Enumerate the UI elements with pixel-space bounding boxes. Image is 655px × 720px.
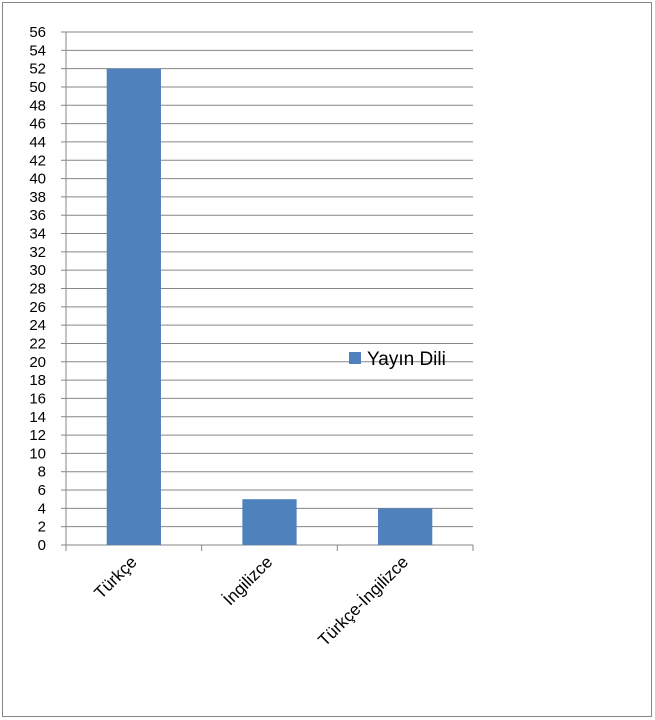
x-tick-label: Türkçe bbox=[90, 552, 140, 602]
x-tick-labels: Türkçe İngilizce Türkçe-İngilizce bbox=[90, 552, 412, 650]
y-tick-label: 26 bbox=[29, 299, 46, 316]
bar-2 bbox=[378, 508, 433, 545]
legend: Yayın Dili bbox=[349, 349, 446, 370]
bar-1 bbox=[242, 499, 297, 545]
legend-label-yayin-dili: Yayın Dili bbox=[367, 349, 446, 370]
y-tick-label: 24 bbox=[29, 317, 46, 334]
y-tick-label: 40 bbox=[29, 171, 46, 188]
y-tick-label: 36 bbox=[29, 207, 46, 224]
y-tick-label: 20 bbox=[29, 354, 46, 371]
y-tick-label: 52 bbox=[29, 61, 46, 78]
y-tick-label: 10 bbox=[29, 445, 46, 462]
y-tick-label: 4 bbox=[38, 500, 46, 517]
y-tick-labels: 0246810121416182022242628303234363840424… bbox=[29, 24, 66, 554]
x-tick-label: Türkçe-İngilizce bbox=[314, 552, 412, 650]
y-tick-label: 22 bbox=[29, 335, 46, 352]
y-tick-label: 38 bbox=[29, 189, 46, 206]
y-tick-label: 56 bbox=[29, 24, 46, 41]
y-tick-label: 0 bbox=[38, 537, 46, 554]
y-tick-label: 42 bbox=[29, 152, 46, 169]
y-tick-label: 12 bbox=[29, 427, 46, 444]
y-tick-label: 16 bbox=[29, 390, 46, 407]
y-tick-label: 18 bbox=[29, 372, 46, 389]
y-tick-label: 44 bbox=[29, 134, 46, 151]
y-tick-label: 8 bbox=[38, 464, 46, 481]
y-tick-label: 48 bbox=[29, 97, 46, 114]
y-tick-label: 2 bbox=[38, 519, 46, 536]
legend-swatch-yayin-dili bbox=[349, 352, 361, 364]
y-tick-label: 32 bbox=[29, 244, 46, 261]
y-tick-label: 34 bbox=[29, 226, 46, 243]
y-tick-label: 50 bbox=[29, 79, 46, 96]
y-tick-label: 14 bbox=[29, 409, 46, 426]
bars bbox=[106, 68, 433, 546]
bar-0 bbox=[106, 68, 161, 546]
x-tick-label: İngilizce bbox=[219, 552, 276, 609]
y-tick-label: 30 bbox=[29, 262, 46, 279]
y-tick-label: 46 bbox=[29, 116, 46, 133]
y-tick-label: 28 bbox=[29, 281, 46, 298]
y-tick-label: 54 bbox=[29, 42, 46, 59]
y-tick-label: 6 bbox=[38, 482, 46, 499]
